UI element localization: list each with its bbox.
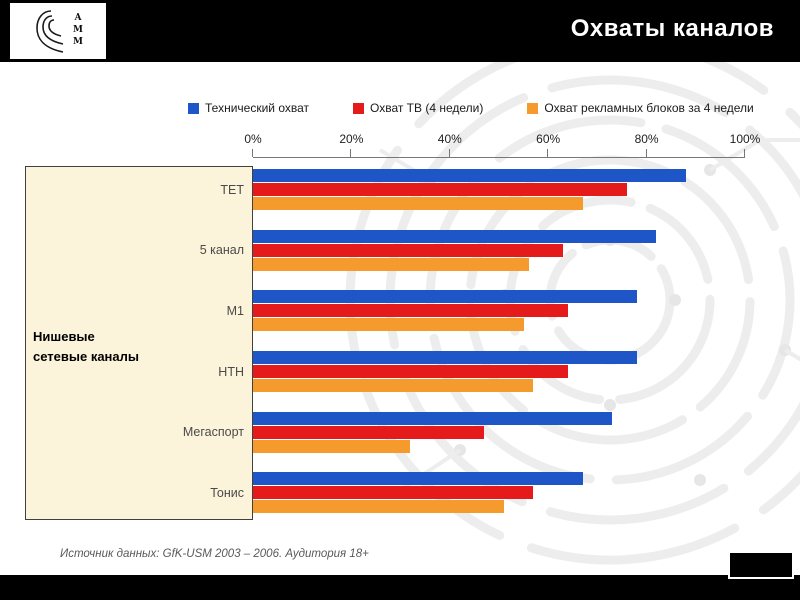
- x-axis-line: [253, 157, 745, 158]
- category-label: Тонис: [210, 485, 244, 500]
- header-bar: А М М Охваты каналов: [0, 0, 800, 62]
- bar: [253, 243, 563, 257]
- logo-letters: А М М: [73, 13, 83, 48]
- logo-letter: М: [73, 36, 83, 47]
- legend-label: Технический охват: [205, 101, 309, 115]
- bar-group: [253, 351, 745, 393]
- legend-item: Охват рекламных блоков за 4 недели: [527, 101, 754, 115]
- x-axis-tick-mark: [252, 149, 253, 157]
- bar: [253, 197, 583, 210]
- fingerprint-logo-icon: [36, 10, 64, 53]
- x-axis-tick-mark: [350, 149, 352, 157]
- x-axis-tick-label: 60%: [536, 132, 561, 146]
- bar: [253, 379, 534, 392]
- category-label: М1: [226, 303, 244, 318]
- bar: [253, 304, 568, 318]
- bar-group: [253, 411, 745, 454]
- bar: [253, 365, 568, 378]
- annotation-box: Нишевые сетевые каналы: [25, 166, 253, 520]
- annotation-line: Нишевые: [33, 329, 95, 344]
- bar-group: [253, 229, 745, 272]
- logo: А М М: [10, 3, 106, 59]
- bar: [253, 472, 583, 486]
- legend-label: Охват ТВ (4 недели): [370, 101, 484, 115]
- bar: [253, 169, 686, 182]
- bar: [253, 183, 627, 196]
- x-axis-tick-label: 80%: [634, 132, 659, 146]
- bar: [253, 411, 613, 425]
- slide-title: Охваты каналов: [570, 15, 774, 42]
- annotation-text: Нишевые сетевые каналы: [33, 327, 139, 367]
- bar: [253, 486, 534, 500]
- bar-group: [253, 472, 745, 514]
- x-axis-tick-mark: [448, 149, 450, 157]
- x-axis-tick-mark: [547, 149, 549, 157]
- legend-item: Технический охват: [188, 101, 309, 115]
- corner-box: [728, 551, 794, 579]
- plot-area: [253, 165, 745, 529]
- bar: [253, 425, 485, 439]
- x-axis-tick-mark: [744, 149, 745, 157]
- x-axis-tick-label: 100%: [729, 132, 761, 146]
- bar: [253, 500, 504, 514]
- bar-group: [253, 290, 745, 332]
- bar-group: [253, 169, 745, 211]
- bar: [253, 229, 657, 243]
- logo-letter: А: [74, 13, 82, 24]
- source-note: Источник данных: GfK-USM 2003 – 2006. Ау…: [60, 548, 369, 560]
- category-label: 5 канал: [199, 243, 244, 258]
- legend-item: Охват ТВ (4 недели): [353, 101, 483, 115]
- bar: [253, 439, 411, 453]
- bar: [253, 290, 637, 304]
- category-label: ТЕТ: [220, 182, 244, 197]
- x-axis-tick-label: 40%: [437, 132, 462, 146]
- x-axis-tick-labels: 0% 20% 40% 60% 80% 100%: [244, 132, 760, 148]
- bar: [253, 318, 524, 332]
- annotation-line: сетевые каналы: [33, 349, 139, 365]
- category-labels: ТЕТ 5 канал М1 НТН Мегаспорт Тонис: [110, 165, 248, 529]
- category-label: Мегаспорт: [182, 425, 244, 440]
- chart-legend: Технический охват Охват ТВ (4 недели) Охва…: [188, 101, 754, 115]
- x-axis-tick-label: 0%: [244, 132, 262, 146]
- logo-letter: М: [73, 25, 83, 36]
- legend-swatch: [527, 102, 539, 114]
- x-axis-tick-mark: [645, 149, 647, 157]
- category-label: НТН: [218, 364, 244, 379]
- bar: [253, 257, 529, 271]
- x-axis-ticks: [252, 149, 745, 157]
- bar: [253, 351, 637, 364]
- legend-swatch: [353, 102, 364, 114]
- legend-label: Охват рекламных блоков за 4 недели: [544, 101, 754, 115]
- footer-bar: [0, 575, 800, 600]
- x-axis-tick-label: 20%: [339, 132, 364, 146]
- legend-swatch: [188, 102, 199, 114]
